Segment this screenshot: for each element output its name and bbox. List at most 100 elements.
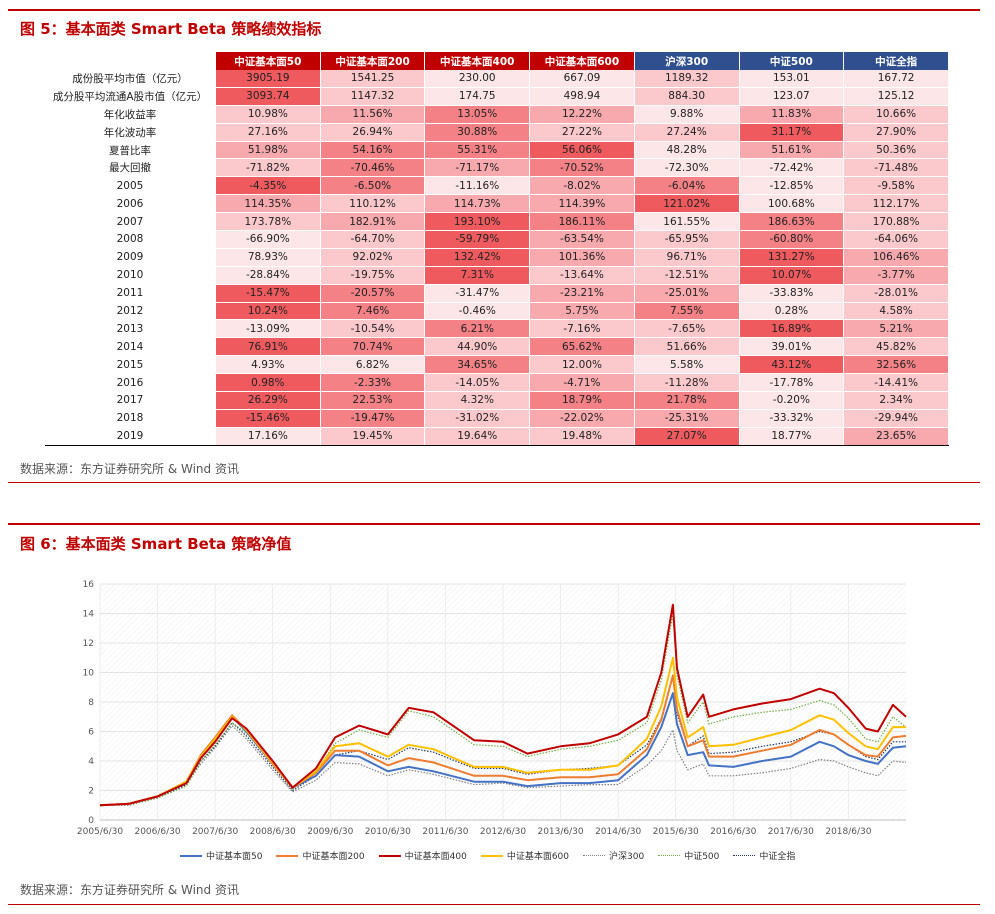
table-cell: 4.93% [215, 355, 321, 375]
table-cell: 1189.32 [634, 70, 740, 88]
table-cell: 110.12% [320, 194, 426, 214]
table-corner [45, 52, 216, 70]
table-cell: 114.35% [215, 194, 321, 214]
table-row: 2019 17.16% 19.45% 19.64% 19.48% 27.07% 18.77%… [45, 427, 949, 446]
table-cell: -70.46% [320, 158, 426, 178]
row-label: 2005 [45, 176, 216, 196]
table-cell: 131.27% [739, 248, 845, 267]
table-cell: -25.01% [634, 284, 740, 303]
table-cell: -66.90% [215, 230, 321, 249]
table-cell: 45.82% [843, 337, 949, 357]
legend-item: 中证基本面600 [480, 849, 569, 862]
table-row: 成分股平均流通A股市值（亿元） 3093.74 1147.32 174.75 498.9… [45, 87, 949, 106]
table-cell: 12.00% [529, 355, 635, 375]
table-cell: 65.62% [529, 337, 635, 357]
row-label: 2013 [45, 319, 216, 339]
table-cell: 121.02% [634, 194, 740, 214]
table-cell: -7.65% [634, 319, 740, 339]
row-label: 成分股平均流通A股市值（亿元） [45, 87, 216, 106]
row-label: 2007 [45, 212, 216, 232]
performance-table: 中证基本面50 中证基本面200 中证基本面400 中证基本面600 沪深300… [45, 52, 949, 446]
table-cell: -65.95% [634, 230, 740, 249]
y-tick-label: 0 [88, 816, 94, 826]
y-tick-label: 16 [83, 580, 95, 590]
table-cell: -33.32% [739, 409, 845, 428]
x-tick-label: 2007/6/30 [192, 827, 238, 837]
table-cell: 132.42% [424, 248, 531, 267]
row-label: 年化波动率 [45, 123, 216, 142]
table-cell: 27.22% [529, 123, 635, 142]
table-cell: 667.09 [529, 70, 635, 88]
x-tick-label: 2011/6/30 [422, 827, 468, 837]
legend-item: 中证基本面200 [276, 849, 365, 862]
table-cell: 167.72 [843, 70, 949, 88]
row-label: 2010 [45, 266, 216, 285]
table-cell: 17.16% [215, 427, 321, 446]
col-header-hs300: 沪深300 [634, 52, 740, 70]
col-header-fund200: 中证基本面200 [320, 52, 426, 70]
table-cell: 70.74% [320, 337, 426, 357]
table-cell: 5.21% [843, 319, 949, 339]
row-label: 成份股平均市值（亿元） [45, 70, 216, 88]
table-cell: 174.75 [424, 87, 531, 106]
y-tick-label: 2 [88, 787, 94, 797]
table-cell: -22.02% [529, 409, 635, 428]
x-tick-label: 2008/6/30 [250, 827, 296, 837]
row-label: 2011 [45, 284, 216, 303]
table-cell: -29.94% [843, 409, 949, 428]
table-cell: -33.83% [739, 284, 845, 303]
x-tick-label: 2013/6/30 [537, 827, 583, 837]
table-cell: 4.32% [424, 391, 531, 410]
table-cell: 173.78% [215, 212, 321, 232]
table-cell: 182.91% [320, 212, 426, 232]
table-cell: -19.47% [320, 409, 426, 428]
table-row: 2010 -28.84% -19.75% 7.31% -13.64% -12.51% 10.… [45, 266, 949, 285]
table-cell: 32.56% [843, 355, 949, 375]
table-cell: 3905.19 [215, 70, 321, 88]
table-row: 成份股平均市值（亿元） 3905.19 1541.25 230.00 667.09 118… [45, 70, 949, 88]
table-cell: -28.01% [843, 284, 949, 303]
table-cell: 0.98% [215, 373, 321, 393]
row-label: 2017 [45, 391, 216, 410]
table-cell: 193.10% [424, 212, 531, 232]
table-cell: 4.58% [843, 302, 949, 321]
table-cell: -8.02% [529, 176, 635, 196]
table-cell: 186.11% [529, 212, 635, 232]
table-cell: -71.82% [215, 158, 321, 178]
table-cell: 50.36% [843, 141, 949, 160]
table-cell: 21.78% [634, 391, 740, 410]
table-cell: 26.94% [320, 123, 426, 142]
series-line-2 [99, 603, 907, 807]
table-cell: 100.68% [739, 194, 845, 214]
legend-item: 沪深300 [583, 849, 644, 862]
table-row: 2012 10.24% 7.46% -0.46% 5.75% 7.55% 0.28% 4.58… [45, 302, 949, 321]
table-cell: 6.82% [320, 355, 426, 375]
table-cell: 51.66% [634, 337, 740, 357]
table-cell: 16.89% [739, 319, 845, 339]
table-cell: -19.75% [320, 266, 426, 285]
table-cell: 112.17% [843, 194, 949, 214]
table-cell: 19.64% [424, 427, 531, 446]
legend-label: 中证基本面200 [302, 852, 365, 862]
table-cell: 27.24% [634, 123, 740, 142]
table-cell: -13.09% [215, 319, 321, 339]
table-row: 2013 -13.09% -10.54% 6.21% -7.16% -7.65% 16.89… [45, 319, 949, 339]
table-cell: -71.48% [843, 158, 949, 178]
y-tick-label: 6 [88, 728, 94, 738]
table-cell: -71.17% [424, 158, 531, 178]
table-cell: -70.52% [529, 158, 635, 178]
x-tick-label: 2012/6/30 [480, 827, 526, 837]
table-row: 年化波动率 27.16% 26.94% 30.88% 27.22% 27.24% 31.17… [45, 123, 949, 142]
row-label: 2012 [45, 302, 216, 321]
table-cell: 6.21% [424, 319, 531, 339]
table-cell: 125.12 [843, 87, 949, 106]
table-cell: 101.36% [529, 248, 635, 267]
table-row: 2018 -15.46% -19.47% -31.02% -22.02% -25.31% -… [45, 409, 949, 428]
table-cell: 92.02% [320, 248, 426, 267]
legend-item: 中证基本面400 [378, 849, 467, 862]
table-cell: 18.77% [739, 427, 845, 446]
table-cell: 43.12% [739, 355, 845, 375]
table-cell: 18.79% [529, 391, 635, 410]
table-cell: 44.90% [424, 337, 531, 357]
table-cell: 26.29% [215, 391, 321, 410]
